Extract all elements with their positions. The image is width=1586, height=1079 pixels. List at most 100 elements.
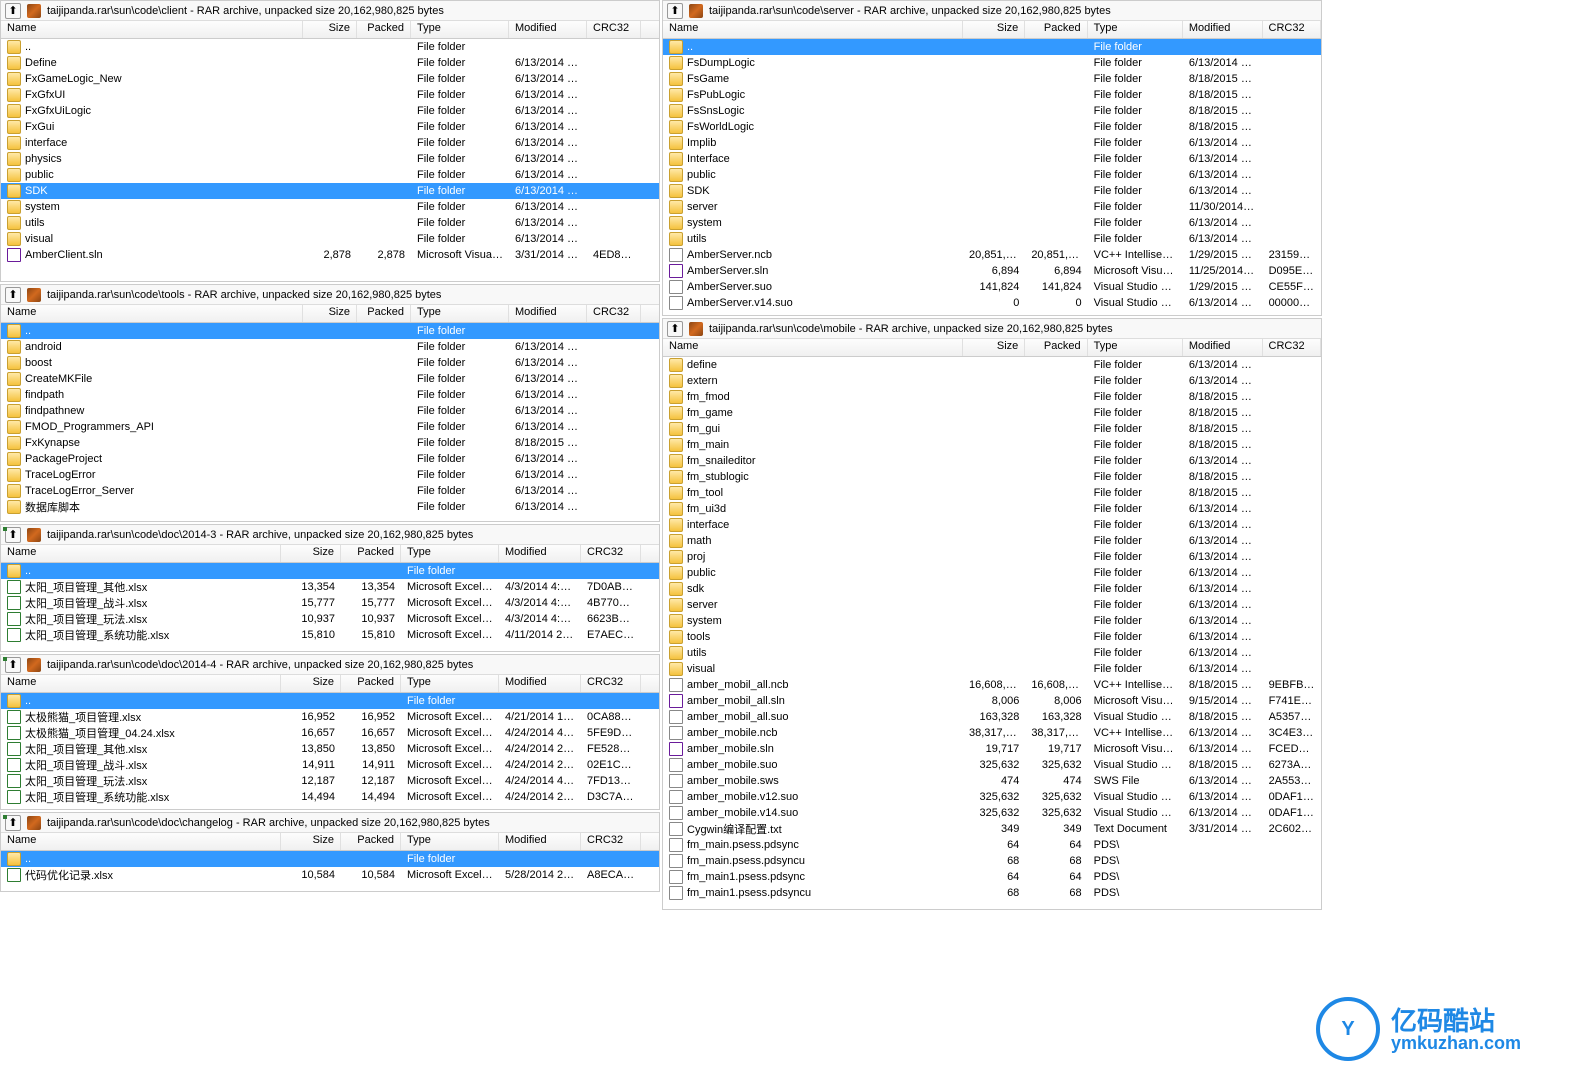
file-row[interactable]: Cygwin编译配置.txt349349Text Document3/31/20… xyxy=(663,821,1321,837)
column-header-size[interactable]: Size xyxy=(303,21,357,38)
column-header-size[interactable]: Size xyxy=(963,339,1025,356)
column-header-name[interactable]: Name xyxy=(1,545,281,562)
file-row[interactable]: fm_snaileditorFile folder6/13/2014 8:59 … xyxy=(663,453,1321,469)
file-row[interactable]: ..File folder xyxy=(663,39,1321,55)
file-row[interactable]: ..File folder xyxy=(1,693,659,709)
file-row[interactable]: visualFile folder6/13/2014 8:59 ... xyxy=(663,661,1321,677)
file-row[interactable]: amber_mobil_all.sln8,0068,006Microsoft V… xyxy=(663,693,1321,709)
file-row[interactable]: fm_mainFile folder8/18/2015 4:23 ... xyxy=(663,437,1321,453)
file-row[interactable]: amber_mobile.v14.suo325,632325,632Visual… xyxy=(663,805,1321,821)
column-header-type[interactable]: Type xyxy=(411,305,509,322)
column-header-name[interactable]: Name xyxy=(1,833,281,850)
file-row[interactable]: publicFile folder6/13/2014 8:59 ... xyxy=(663,167,1321,183)
file-row[interactable]: 太极熊猫_项目管理_04.24.xlsx16,65716,657Microsof… xyxy=(1,725,659,741)
file-row[interactable]: amber_mobile.sln19,71719,717Microsoft Vi… xyxy=(663,741,1321,757)
file-row[interactable]: CreateMKFileFile folder6/13/2014 9:06 ..… xyxy=(1,371,659,387)
column-header-size[interactable]: Size xyxy=(281,545,341,562)
file-row[interactable]: 太阳_项目管理_玩法.xlsx10,93710,937Microsoft Exc… xyxy=(1,611,659,627)
file-row[interactable]: ImplibFile folder6/13/2014 8:56 ... xyxy=(663,135,1321,151)
file-row[interactable]: 太阳_项目管理_战斗.xlsx14,91114,911Microsoft Exc… xyxy=(1,757,659,773)
file-row[interactable]: projFile folder6/13/2014 8:56 ... xyxy=(663,549,1321,565)
up-button[interactable]: ⬆ xyxy=(667,321,683,337)
file-row[interactable]: TraceLogError_ServerFile folder6/13/2014… xyxy=(1,483,659,499)
column-header-crc[interactable]: CRC32 xyxy=(581,675,641,692)
file-row[interactable]: 太阳_项目管理_玩法.xlsx12,18712,187Microsoft Exc… xyxy=(1,773,659,789)
file-row[interactable]: utilsFile folder6/13/2014 8:59 ... xyxy=(663,231,1321,247)
column-header-packed[interactable]: Packed xyxy=(1025,339,1087,356)
file-row[interactable]: physicsFile folder6/13/2014 8:59 ... xyxy=(1,151,659,167)
file-row[interactable]: SDKFile folder6/13/2014 8:56 ... xyxy=(1,183,659,199)
up-button[interactable]: ⬆ xyxy=(667,3,683,19)
file-row[interactable]: ..File folder xyxy=(1,39,659,55)
file-row[interactable]: AmberClient.sln2,8782,878Microsoft Visua… xyxy=(1,247,659,263)
column-header-type[interactable]: Type xyxy=(1088,339,1183,356)
file-row[interactable]: AmberServer.sln6,8946,894Microsoft Visua… xyxy=(663,263,1321,279)
up-button[interactable]: ⬆ xyxy=(5,3,21,19)
file-row[interactable]: fm_main.psess.pdsync6464PDS\ xyxy=(663,837,1321,853)
file-row[interactable]: fm_main1.psess.pdsyncu6868PDS\ xyxy=(663,885,1321,901)
file-row[interactable]: amber_mobile.ncb38,317,05638,317,056VC++… xyxy=(663,725,1321,741)
file-row[interactable]: fm_main.psess.pdsyncu6868PDS\ xyxy=(663,853,1321,869)
file-row[interactable]: toolsFile folder6/13/2014 8:59 ... xyxy=(663,629,1321,645)
file-row[interactable]: defineFile folder6/13/2014 8:59 ... xyxy=(663,357,1321,373)
column-header-crc[interactable]: CRC32 xyxy=(587,305,641,322)
file-row[interactable]: 代码优化记录.xlsx10,58410,584Microsoft Excel W… xyxy=(1,867,659,883)
file-row[interactable]: publicFile folder6/13/2014 8:59 ... xyxy=(1,167,659,183)
up-button[interactable]: ⬆ xyxy=(5,287,21,303)
file-row[interactable]: ..File folder xyxy=(1,563,659,579)
file-row[interactable]: fm_toolFile folder8/18/2015 4:23 ... xyxy=(663,485,1321,501)
column-header-packed[interactable]: Packed xyxy=(357,305,411,322)
file-row[interactable]: amber_mobile.suo325,632325,632Visual Stu… xyxy=(663,757,1321,773)
up-button[interactable]: ⬆ xyxy=(5,815,21,831)
file-row[interactable]: sdkFile folder6/13/2014 8:56 ... xyxy=(663,581,1321,597)
file-row[interactable]: 数据库脚本File folder6/13/2014 8:59 ... xyxy=(1,499,659,515)
file-row[interactable]: FMOD_Programmers_APIFile folder6/13/2014… xyxy=(1,419,659,435)
column-header-packed[interactable]: Packed xyxy=(357,21,411,38)
column-header-modified[interactable]: Modified xyxy=(1183,21,1263,38)
file-row[interactable]: visualFile folder6/13/2014 8:59 ... xyxy=(1,231,659,247)
file-row[interactable]: fm_gameFile folder8/18/2015 4:23 ... xyxy=(663,405,1321,421)
file-row[interactable]: FxKynapseFile folder8/18/2015 4:16 ... xyxy=(1,435,659,451)
file-row[interactable]: findpathnewFile folder6/13/2014 8:59 ... xyxy=(1,403,659,419)
file-row[interactable]: 太阳_项目管理_其他.xlsx13,85013,850Microsoft Exc… xyxy=(1,741,659,757)
file-row[interactable]: 太阳_项目管理_战斗.xlsx15,77715,777Microsoft Exc… xyxy=(1,595,659,611)
file-row[interactable]: AmberServer.v14.suo00Visual Studio Solut… xyxy=(663,295,1321,311)
column-header-crc[interactable]: CRC32 xyxy=(581,833,641,850)
column-header-modified[interactable]: Modified xyxy=(509,21,587,38)
column-header-type[interactable]: Type xyxy=(401,545,499,562)
file-row[interactable]: SDKFile folder6/13/2014 8:59 ... xyxy=(663,183,1321,199)
file-row[interactable]: amber_mobil_all.suo163,328163,328Visual … xyxy=(663,709,1321,725)
column-header-packed[interactable]: Packed xyxy=(1025,21,1087,38)
file-row[interactable]: ..File folder xyxy=(1,323,659,339)
column-header-modified[interactable]: Modified xyxy=(509,305,587,322)
file-row[interactable]: FsGameFile folder8/18/2015 4:23 ... xyxy=(663,71,1321,87)
column-header-type[interactable]: Type xyxy=(411,21,509,38)
file-row[interactable]: TraceLogErrorFile folder6/13/2014 9:06 .… xyxy=(1,467,659,483)
column-header-packed[interactable]: Packed xyxy=(341,545,401,562)
column-header-modified[interactable]: Modified xyxy=(1183,339,1263,356)
file-row[interactable]: fm_fmodFile folder8/18/2015 4:23 ... xyxy=(663,389,1321,405)
column-header-size[interactable]: Size xyxy=(963,21,1025,38)
file-row[interactable]: FxGfxUiLogicFile folder6/13/2014 9:06 ..… xyxy=(1,103,659,119)
file-row[interactable]: FxGameLogic_NewFile folder6/13/2014 9:06… xyxy=(1,71,659,87)
file-row[interactable]: utilsFile folder6/13/2014 8:59 ... xyxy=(1,215,659,231)
file-row[interactable]: serverFile folder6/13/2014 8:59 ... xyxy=(663,597,1321,613)
file-row[interactable]: serverFile folder11/30/2014 6:3... xyxy=(663,199,1321,215)
file-row[interactable]: FsPubLogicFile folder8/18/2015 4:23 ... xyxy=(663,87,1321,103)
column-header-crc[interactable]: CRC32 xyxy=(587,21,641,38)
file-row[interactable]: fm_main1.psess.pdsync6464PDS\ xyxy=(663,869,1321,885)
column-header-crc[interactable]: CRC32 xyxy=(581,545,641,562)
file-row[interactable]: publicFile folder6/13/2014 8:59 ... xyxy=(663,565,1321,581)
column-header-packed[interactable]: Packed xyxy=(341,833,401,850)
file-row[interactable]: systemFile folder6/13/2014 8:59 ... xyxy=(663,215,1321,231)
column-header-name[interactable]: Name xyxy=(1,305,303,322)
file-row[interactable]: externFile folder6/13/2014 8:56 ... xyxy=(663,373,1321,389)
file-row[interactable]: 太阳_项目管理_其他.xlsx13,35413,354Microsoft Exc… xyxy=(1,579,659,595)
column-header-packed[interactable]: Packed xyxy=(341,675,401,692)
file-row[interactable]: boostFile folder6/13/2014 8:59 ... xyxy=(1,355,659,371)
file-row[interactable]: FsWorldLogicFile folder8/18/2015 4:16 ..… xyxy=(663,119,1321,135)
column-header-name[interactable]: Name xyxy=(1,675,281,692)
file-row[interactable]: systemFile folder6/13/2014 8:59 ... xyxy=(663,613,1321,629)
column-header-size[interactable]: Size xyxy=(303,305,357,322)
column-header-name[interactable]: Name xyxy=(1,21,303,38)
